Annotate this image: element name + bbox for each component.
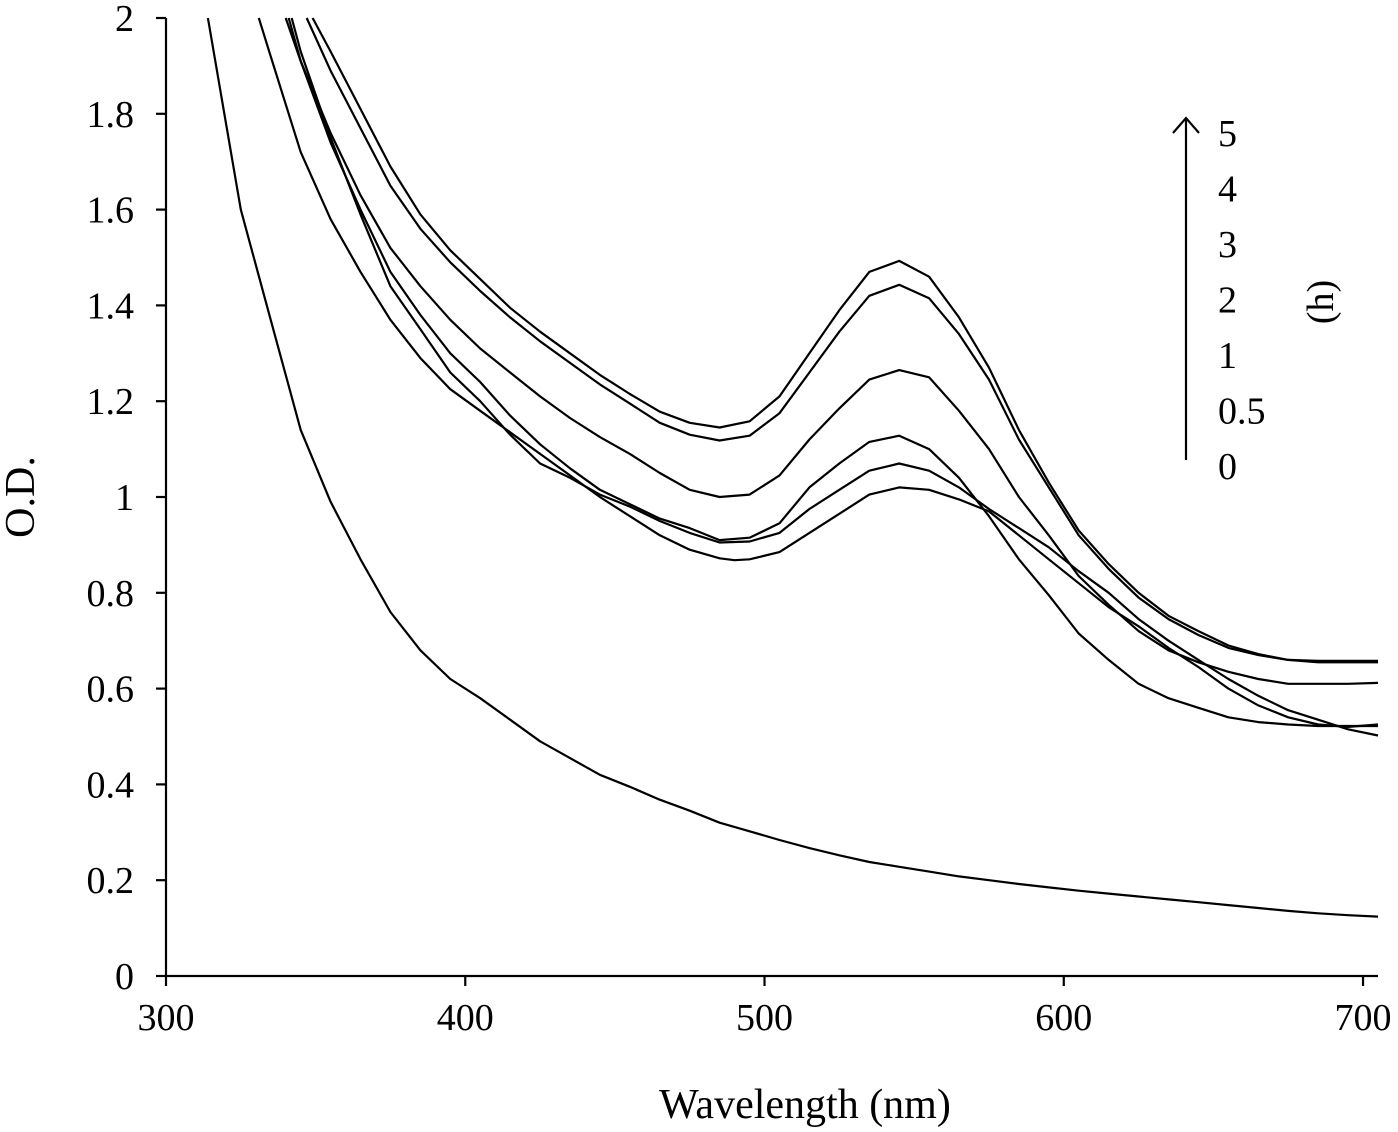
x-tick-label: 700 (1335, 997, 1392, 1039)
series-line-3h (287, 17, 1379, 685)
y-tick-label: 0.8 (87, 573, 135, 615)
legend-unit: (h) (1300, 280, 1342, 324)
y-tick-label: 0.2 (87, 860, 135, 902)
x-axis-title: Wavelength (nm) (659, 1082, 951, 1128)
legend-entry: 5 (1218, 113, 1237, 155)
series-group (206, 17, 1379, 918)
series-line-4h (305, 17, 1378, 662)
y-tick-label: 0 (115, 956, 134, 998)
legend-entry: 1 (1218, 335, 1237, 377)
legend-entry: 2 (1218, 280, 1237, 322)
legend-entry: 4 (1218, 169, 1237, 211)
y-tick-label: 0.4 (87, 764, 135, 806)
legend-entry: 0 (1218, 446, 1237, 488)
x-tick-label: 600 (1035, 997, 1092, 1039)
y-axis-title: O.D. (0, 456, 44, 538)
y-tick-label: 1.2 (87, 381, 135, 423)
legend-entry: 3 (1218, 224, 1237, 266)
y-tick-label: 1.6 (87, 190, 135, 232)
x-tick-label: 400 (437, 997, 494, 1039)
x-tick-label: 500 (736, 997, 793, 1039)
series-line-1h (290, 17, 1379, 737)
y-tick-label: 2 (115, 0, 134, 40)
y-tick-label: 1.4 (87, 285, 135, 327)
series-line-0h (206, 17, 1379, 918)
y-tick-label: 1 (115, 477, 134, 519)
legend: 5 4 3 2 1 0.5 0 (h) (1172, 113, 1342, 488)
y-ticks: 0 0.2 0.4 0.6 0.8 1 1.2 1.4 1.6 1.8 2 (87, 0, 166, 998)
x-tick-label: 300 (138, 997, 195, 1039)
x-ticks: 300 400 500 600 700 (138, 976, 1392, 1039)
axes (164, 18, 1378, 978)
y-tick-label: 0.6 (87, 669, 135, 711)
series-line-5h (311, 17, 1378, 664)
series-line-2h (284, 17, 1378, 728)
y-tick-label: 1.8 (87, 94, 135, 136)
legend-entry: 0.5 (1218, 391, 1266, 433)
legend-arrow-head (1172, 116, 1200, 134)
series-line-0-5h (257, 17, 1379, 729)
legend-entries: 5 4 3 2 1 0.5 0 (1218, 113, 1266, 488)
